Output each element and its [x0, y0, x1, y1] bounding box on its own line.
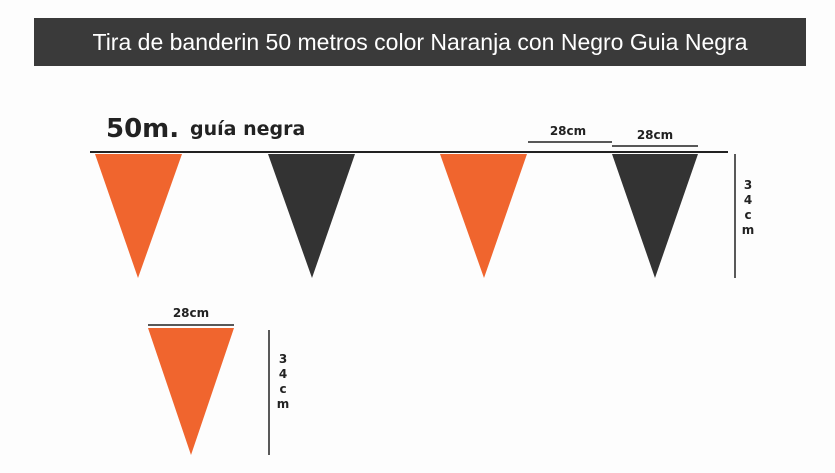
length-label: 50m. [106, 114, 180, 144]
orange-flag [95, 154, 182, 278]
guide-label: guía negra [190, 118, 306, 140]
orange-flag [440, 154, 527, 278]
width-label: 28cm [172, 306, 210, 320]
title: Tira de banderin 50 metros color Naranja… [34, 18, 806, 66]
height-label: 34cm [276, 352, 290, 412]
width-label: 28cm [636, 128, 674, 142]
height-label: 34cm [741, 178, 755, 238]
orange-flag [148, 328, 234, 455]
width-label: 28cm [549, 124, 587, 138]
black-flag [612, 154, 698, 278]
black-flag [268, 154, 355, 278]
